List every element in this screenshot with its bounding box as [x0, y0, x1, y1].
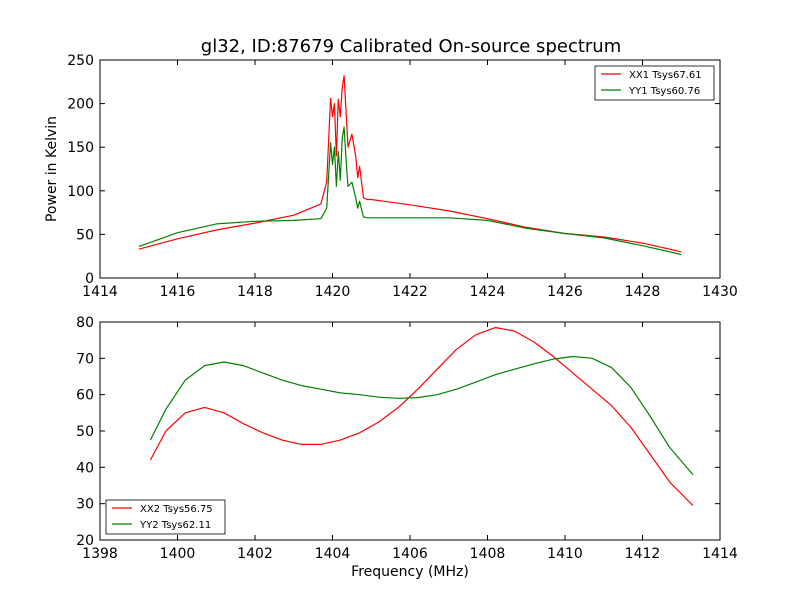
bottom-legend: XX2 Tsys56.75 YY2 Tsys62.11: [105, 499, 226, 535]
top-ylabel: Power in Kelvin: [44, 116, 60, 222]
top-ytick-label: 250: [67, 53, 94, 69]
bottom-ytick-label: 70: [76, 351, 94, 367]
bottom-ytick-label: 20: [76, 533, 94, 549]
bottom-xlabel: Frequency (MHz): [351, 564, 469, 580]
top-xtick-label: 1428: [625, 284, 661, 300]
bottom-series-line-1: [149, 355, 694, 475]
chart-title: gl32, ID:87679 Calibrated On-source spec…: [201, 36, 621, 57]
top-xtick-label: 1418: [237, 284, 273, 300]
bottom-plot: 1398 1400 1402 1404 1406 1408 1410 1412 1414 20 30…: [76, 315, 738, 580]
bottom-xtick-label: 1406: [392, 546, 428, 562]
bottom-xtick-label: 1410: [547, 546, 583, 562]
top-xtick-label: 1420: [315, 284, 351, 300]
top-xtick-label: 1416: [160, 284, 196, 300]
bottom-xtick-label: 1414: [702, 546, 738, 562]
bottom-xtick-label: 1408: [470, 546, 506, 562]
top-ytick-label: 150: [67, 140, 94, 156]
top-xtick-label: 1426: [547, 284, 583, 300]
top-plot: 1414 1416 1418 1420 1422 1424 1426 1428 1430 0 50 1…: [44, 53, 738, 300]
bottom-ytick-label: 40: [76, 460, 94, 476]
bottom-legend-box: [105, 499, 226, 535]
top-xtick-label: 1424: [470, 284, 506, 300]
top-ytick-label: 200: [67, 97, 94, 113]
legend-label-xx1: XX1 Tsys67.61: [629, 70, 702, 81]
legend-label-yy2: YY2 Tsys62.11: [139, 520, 211, 531]
top-ytick-label: 50: [76, 227, 94, 243]
top-legend: XX1 Tsys67.61 YY1 Tsys60.76: [594, 65, 715, 101]
top-ytick-label: 0: [85, 271, 94, 287]
bottom-ytick-label: 50: [76, 424, 94, 440]
top-xtick-label: 1414: [82, 284, 118, 300]
top-legend-box: [594, 65, 715, 101]
bottom-series-line-0: [149, 326, 694, 506]
bottom-ytick-label: 80: [76, 315, 94, 331]
bottom-xtick-label: 1400: [160, 546, 196, 562]
top-ytick-label: 100: [67, 184, 94, 200]
bottom-xtick-label: 1412: [625, 546, 661, 562]
top-xtick-label: 1430: [702, 284, 738, 300]
bottom-ytick-label: 30: [76, 497, 94, 513]
bottom-ytick-label: 60: [76, 388, 94, 404]
top-xtick-label: 1422: [392, 284, 428, 300]
bottom-xtick-label: 1402: [237, 546, 273, 562]
bottom-xtick-label: 1398: [82, 546, 118, 562]
bottom-xtick-label: 1404: [315, 546, 351, 562]
top-series-line-1: [138, 126, 682, 256]
legend-label-xx2: XX2 Tsys56.75: [140, 504, 213, 515]
top-series-line-0: [138, 75, 682, 253]
legend-label-yy1: YY1 Tsys60.76: [628, 86, 700, 97]
